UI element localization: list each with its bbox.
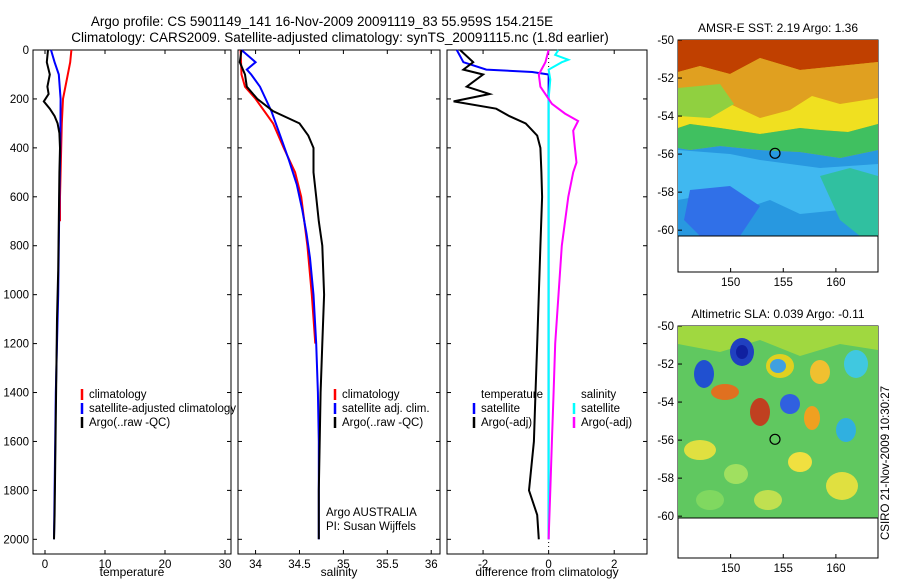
difference-plot-frame (446, 49, 648, 555)
vertical-credit-label: CSIRO 21-Nov-2009 10:30:27 (880, 386, 892, 540)
map-xtick-label: 160 (826, 277, 845, 289)
temperature-legend-label: satellite-adjusted climatology (89, 403, 236, 415)
temperature-profile-panel: 0 10 20 30 temperature 0 200 400 600 800 1000 1200 1… (3, 45, 236, 579)
depth-ytick-label: 200 (10, 94, 29, 106)
difference-series-line (547, 49, 572, 540)
temperature-xtick-label: 20 (159, 559, 172, 571)
map-xtick-label: 155 (774, 563, 793, 575)
salinity-legend-label: Argo(..raw -QC) (342, 417, 423, 429)
salinity-series-line (240, 49, 320, 540)
figure-title-line1: Argo profile: CS 5901149_141 16-Nov-2009… (91, 14, 553, 29)
difference-legend-label: salinity (581, 389, 616, 401)
difference-series-line (537, 49, 580, 540)
map-ytick-label: -54 (657, 111, 674, 123)
map-ytick-label: -58 (657, 187, 674, 199)
sla-map-title: Altimetric SLA: 0.039 Argo: -0.11 (691, 307, 865, 321)
sst-map-title: AMSR-E SST: 2.19 Argo: 1.36 (698, 21, 858, 35)
salinity-series-line (238, 49, 326, 540)
map-xtick-label: 160 (826, 563, 845, 575)
difference-xtick-label: 2 (611, 559, 617, 571)
difference-xtick-label: -2 (478, 559, 488, 571)
salinity-plot-frame (237, 49, 441, 555)
salinity-xlabel: salinity (321, 565, 358, 579)
sla-map-panel: Altimetric SLA: 0.039 Argo: -0.11 (657, 307, 879, 575)
map-ytick-label: -52 (657, 359, 674, 371)
difference-legend-label: Argo(-adj) (581, 417, 632, 429)
temperature-legend-label: climatology (89, 389, 147, 401)
difference-legend-label: Argo(-adj) (481, 417, 532, 429)
difference-legend-label: temperature (481, 389, 543, 401)
map-ytick-label: -56 (657, 435, 674, 447)
salinity-xtick-label: 34 (249, 559, 262, 571)
difference-series-line (453, 49, 544, 540)
sla-argo-location-marker (769, 433, 781, 445)
salinity-xtick-label: 34.5 (288, 559, 310, 571)
depth-ytick-label: 600 (10, 192, 29, 204)
difference-legend-label: satellite (481, 403, 520, 415)
map-ytick-label: -60 (657, 511, 674, 523)
salinity-legend-label: satellite adj. clim. (342, 403, 430, 415)
sst-argo-location-marker (769, 147, 781, 159)
map-ytick-label: -50 (657, 35, 674, 47)
temperature-xtick-label: 30 (219, 559, 232, 571)
map-ytick-label: -60 (657, 225, 674, 237)
temperature-series-line (42, 49, 62, 540)
map-xtick-label: 150 (721, 563, 740, 575)
salinity-xtick-label: 35 (337, 559, 350, 571)
temperature-xtick-label: 10 (99, 559, 112, 571)
salinity-xtick-label: 35.5 (376, 559, 398, 571)
panel-annotation: PI: Susan Wijffels (326, 521, 416, 533)
map-xtick-label: 150 (721, 277, 740, 289)
depth-ytick-label: 2000 (3, 534, 29, 546)
salinity-legend-label: climatology (342, 389, 400, 401)
panel-annotation: Argo AUSTRALIA (326, 507, 417, 519)
temperature-plot-frame (32, 49, 232, 555)
sst-map-axes: 150 155 160 -50 -52 -54 -56 -58 -60 (657, 35, 845, 289)
difference-xlabel: difference from climatology (475, 565, 618, 579)
figure-title-line2: Climatology: CARS2009. Satellite-adjuste… (71, 30, 609, 45)
map-ytick-label: -56 (657, 149, 674, 161)
depth-ytick-label: 1800 (3, 485, 29, 497)
map-ytick-label: -52 (657, 73, 674, 85)
sst-map-field (678, 40, 878, 236)
depth-ytick-label: 400 (10, 143, 29, 155)
map-ytick-label: -58 (657, 473, 674, 485)
map-ytick-label: -50 (657, 321, 674, 333)
sst-map-panel: AMSR-E SST: 2.19 Argo: 1.36 150 155 160 -50… (657, 21, 879, 289)
depth-ytick-label: 1600 (3, 436, 29, 448)
temperature-legend-label: Argo(..raw -QC) (89, 417, 170, 429)
difference-legend-label: satellite (581, 403, 620, 415)
map-xtick-label: 155 (774, 277, 793, 289)
depth-ytick-label: 1400 (3, 388, 29, 400)
sla-map-field (678, 326, 878, 518)
depth-ytick-label: 800 (10, 241, 29, 253)
depth-ytick-label: 0 (23, 45, 29, 57)
difference-xtick-label: 0 (545, 559, 551, 571)
depth-ytick-label: 1000 (3, 290, 29, 302)
salinity-xtick-label: 36 (425, 559, 438, 571)
sla-map-axes: 150 155 160 -50 -52 -54 -56 -58 -60 (657, 321, 845, 575)
salinity-profile-panel: 34 34.5 35 35.5 36 salinity climatology satelli… (237, 49, 441, 579)
temperature-xlabel: temperature (100, 565, 165, 579)
depth-ytick-label: 1200 (3, 339, 29, 351)
map-ytick-label: -54 (657, 397, 674, 409)
temperature-xtick-label: 0 (42, 559, 48, 571)
